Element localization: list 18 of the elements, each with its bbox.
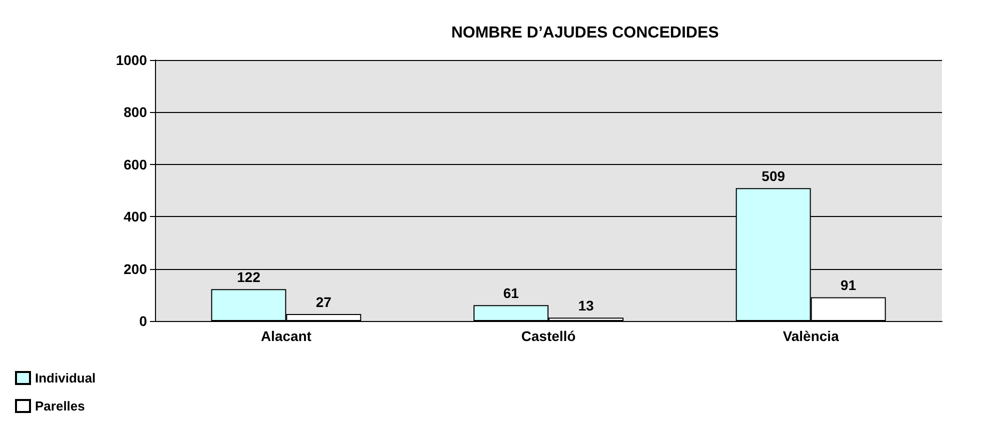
x-tick-label: Castelló: [521, 328, 576, 344]
data-label: 13: [578, 298, 594, 314]
x-tick-label: Alacant: [260, 328, 312, 344]
chart-title: NOMBRE D’AJUDES CONCEDIDES: [451, 24, 720, 42]
x-tick-label: València: [782, 328, 840, 344]
y-tick-label: 200: [124, 260, 148, 277]
data-label: 61: [503, 285, 519, 302]
y-tick-label: 400: [124, 208, 148, 225]
data-label: 509: [762, 168, 786, 184]
legend-label: Individual: [35, 370, 96, 386]
y-tick-label: 1000: [116, 52, 148, 68]
data-label: 91: [840, 277, 856, 294]
data-label: 27: [316, 294, 332, 310]
y-tick-label: 600: [124, 156, 148, 172]
data-label: 122: [236, 269, 261, 286]
y-tick-label: 800: [124, 104, 148, 120]
y-tick-label: 0: [139, 313, 148, 329]
legend-label: Parelles: [35, 398, 85, 414]
